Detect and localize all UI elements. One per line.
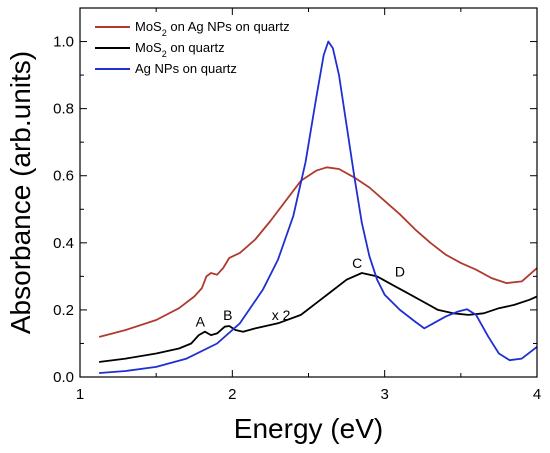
legend-label-3: Ag NPs on quartz [135, 61, 237, 76]
series-layer [98, 40, 537, 374]
y-axis-label: Absorbance (arb.units) [5, 51, 36, 334]
x-axis-label: Energy (eV) [234, 413, 383, 444]
x-tick-label: 2 [228, 386, 236, 403]
series-line-1 [98, 166, 537, 338]
x-tick-label: 3 [380, 386, 388, 403]
y-tick-label: 0.6 [53, 168, 74, 185]
annotation-1: A [196, 314, 206, 330]
axes: 1 2 3 4 0.0 0.2 0.4 0.6 0.8 1.0 [53, 7, 541, 403]
series-line-2 [98, 272, 537, 363]
y-tick-label: 1.0 [53, 34, 74, 51]
annotation-3: x 2 [272, 307, 291, 323]
y-tick-label: 0.4 [53, 235, 74, 252]
legend: MoS2 on Ag NPs on quartz MoS2 on quartz Ag… [95, 19, 290, 76]
series-line-3 [98, 40, 537, 374]
y-tick-label: 0.8 [53, 101, 74, 118]
legend-label-1: MoS2 on Ag NPs on quartz [135, 19, 290, 38]
x-tick-label: 4 [533, 386, 541, 403]
legend-label-2: MoS2 on quartz [135, 40, 225, 59]
y-tick-label: 0.0 [53, 369, 74, 386]
x-tick-label: 1 [76, 386, 84, 403]
annotation-5: D [395, 263, 405, 279]
y-tick-label: 0.2 [53, 302, 74, 319]
annotation-2: B [223, 307, 232, 323]
annotation-4: C [352, 255, 362, 271]
